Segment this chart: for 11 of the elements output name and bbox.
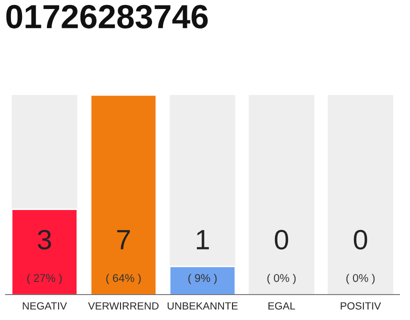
x-tick-label: EGAL [268, 302, 296, 310]
x-tick-label: VERWIRREND [88, 302, 158, 310]
x-tick-label: POSITIV [340, 302, 382, 310]
data-label: 0 ( 0% ) [267, 230, 296, 284]
data-label: 7 ( 64% ) [106, 230, 141, 284]
data-label: 0 ( 0% ) [346, 230, 375, 284]
x-tick-label: UNBEKANNTE [168, 302, 238, 310]
x-tick-label: NEGATIV [22, 302, 67, 310]
data-label: 1 ( 9% ) [188, 230, 217, 284]
data-label: 3 ( 27% ) [27, 230, 62, 284]
chart-title: 01726283746 [6, 4, 208, 29]
